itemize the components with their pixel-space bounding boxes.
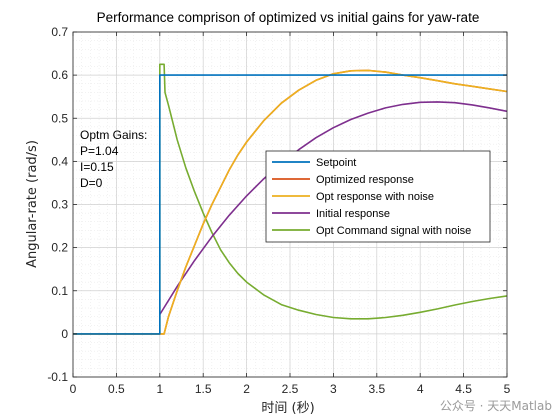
annotation-line: D=0: [80, 176, 103, 190]
y-axis-label: Angular-rate (rad/s): [25, 140, 40, 268]
x-tick-label: 1.5: [195, 382, 212, 396]
series-line-initial-response: [159, 101, 508, 315]
series-line-setpoint: [73, 74, 507, 335]
x-tick-label: 4.5: [455, 382, 472, 396]
watermark: 公众号 · 天天Matlab: [439, 399, 552, 413]
legend-label: Optimized response: [316, 174, 414, 186]
annotation-line: P=1.04: [80, 144, 119, 158]
x-tick-label: 0: [70, 382, 77, 396]
y-tick-label: 0.1: [51, 284, 68, 298]
y-tick-label: 0.6: [51, 68, 68, 82]
axis-ticks: [72, 31, 508, 378]
annotation-line: Optm Gains:: [80, 128, 147, 142]
x-axis-label: 时间 (秒): [261, 401, 314, 416]
x-tick-label: 3: [330, 382, 337, 396]
x-tick-label: 4: [417, 382, 424, 396]
y-tick-label: 0.4: [51, 154, 68, 168]
y-tick-label: 0.3: [51, 198, 68, 212]
y-tick-label: 0.7: [51, 25, 68, 39]
chart-title: Performance comprison of optimized vs in…: [97, 10, 480, 25]
legend-label: Opt response with noise: [316, 191, 434, 203]
y-tick-label: -0.1: [47, 370, 68, 384]
gains-annotation: Optm Gains: P=1.04 I=0.15 D=0: [80, 128, 147, 190]
y-tick-label: 0.5: [51, 111, 68, 125]
legend-label: Initial response: [316, 208, 390, 220]
y-tick-label: 0.2: [51, 241, 68, 255]
legend: Setpoint Optimized response Opt response w…: [265, 150, 491, 243]
series-line-opt-command-signal-with-noise: [73, 63, 508, 335]
legend-label: Setpoint: [316, 157, 356, 169]
x-tick-label: 1: [156, 382, 163, 396]
legend-label: Opt Command signal with noise: [316, 225, 471, 237]
annotation-line: I=0.15: [80, 160, 114, 174]
x-tick-label: 3.5: [368, 382, 385, 396]
y-tick-label: 0: [61, 327, 68, 341]
x-tick-label: 5: [504, 382, 511, 396]
x-tick-label: 2.5: [282, 382, 299, 396]
series-layer: [73, 63, 508, 335]
series-line-opt-response-with-noise: [73, 69, 508, 335]
y-tick-labels: -0.1 0 0.1 0.2 0.3 0.4 0.5 0.6 0.7: [47, 25, 68, 384]
x-tick-label: 2: [243, 382, 250, 396]
x-tick-label: 0.5: [108, 382, 125, 396]
x-tick-labels: 0 0.5 1 1.5 2 2.5 3 3.5 4 4.5 5: [70, 382, 511, 396]
